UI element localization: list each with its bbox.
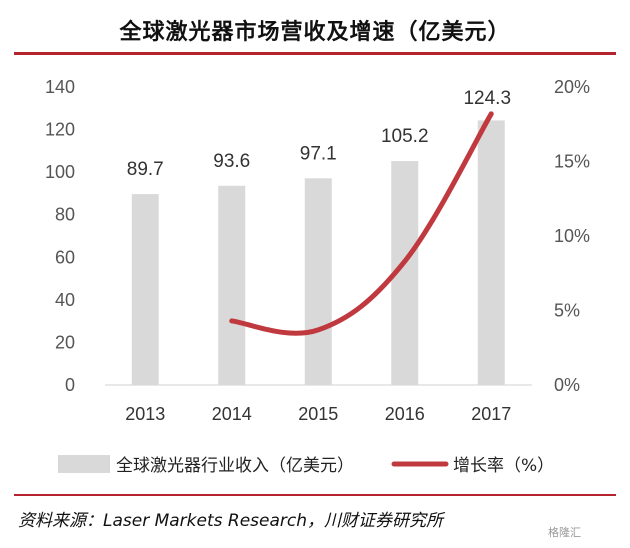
right-tick-label: 20% <box>554 77 590 97</box>
bar-data-labels: 89.7 93.6 97.1 105.2 124.3 <box>127 88 511 180</box>
x-tick-label: 2017 <box>471 404 511 424</box>
left-tick-label: 140 <box>45 77 75 97</box>
title-divider <box>14 52 616 55</box>
watermark: 格隆汇 <box>548 526 581 539</box>
bar <box>477 120 505 385</box>
right-tick-label: 10% <box>554 226 590 246</box>
chart-title: 全球激光器市场营收及增速（亿美元） <box>119 20 511 45</box>
right-tick-label: 0% <box>554 375 580 395</box>
legend-bar-swatch <box>58 455 110 473</box>
bar-data-label: 105.2 <box>381 126 429 147</box>
bar-data-label: 93.6 <box>213 151 250 172</box>
left-tick-label: 20 <box>55 332 75 352</box>
growth-rate-line <box>229 111 494 336</box>
right-tick-label: 5% <box>554 301 580 321</box>
bar <box>304 178 332 385</box>
bar <box>131 194 159 385</box>
left-tick-label: 0 <box>65 375 75 395</box>
bar-data-label: 124.3 <box>463 88 511 109</box>
left-tick-label: 100 <box>45 162 75 182</box>
x-tick-label: 2015 <box>298 404 338 424</box>
legend-line-label: 增长率（%） <box>453 456 554 476</box>
left-axis-ticks: 0 20 40 60 80 100 120 140 <box>45 77 75 395</box>
bar <box>218 185 246 385</box>
legend: 全球激光器行业收入（亿美元） 增长率（%） <box>58 455 554 476</box>
x-tick-label: 2016 <box>385 404 425 424</box>
left-tick-label: 80 <box>55 205 75 225</box>
x-axis-ticks: 2013 2014 2015 2016 2017 <box>125 404 511 424</box>
left-tick-label: 40 <box>55 290 75 310</box>
x-tick-label: 2014 <box>212 404 252 424</box>
right-tick-label: 15% <box>554 152 590 172</box>
x-tick-label: 2013 <box>125 404 165 424</box>
right-axis-ticks: 0% 5% 10% 15% 20% <box>554 77 590 395</box>
bar-data-label: 89.7 <box>127 159 164 180</box>
bar-data-label: 97.1 <box>300 143 337 164</box>
left-tick-label: 120 <box>45 120 75 140</box>
left-tick-label: 60 <box>55 247 75 267</box>
source-divider <box>14 494 616 496</box>
source-note: 资料来源：Laser Markets Research，川财证券研究所 <box>18 511 444 531</box>
legend-bar-label: 全球激光器行业收入（亿美元） <box>116 456 354 476</box>
